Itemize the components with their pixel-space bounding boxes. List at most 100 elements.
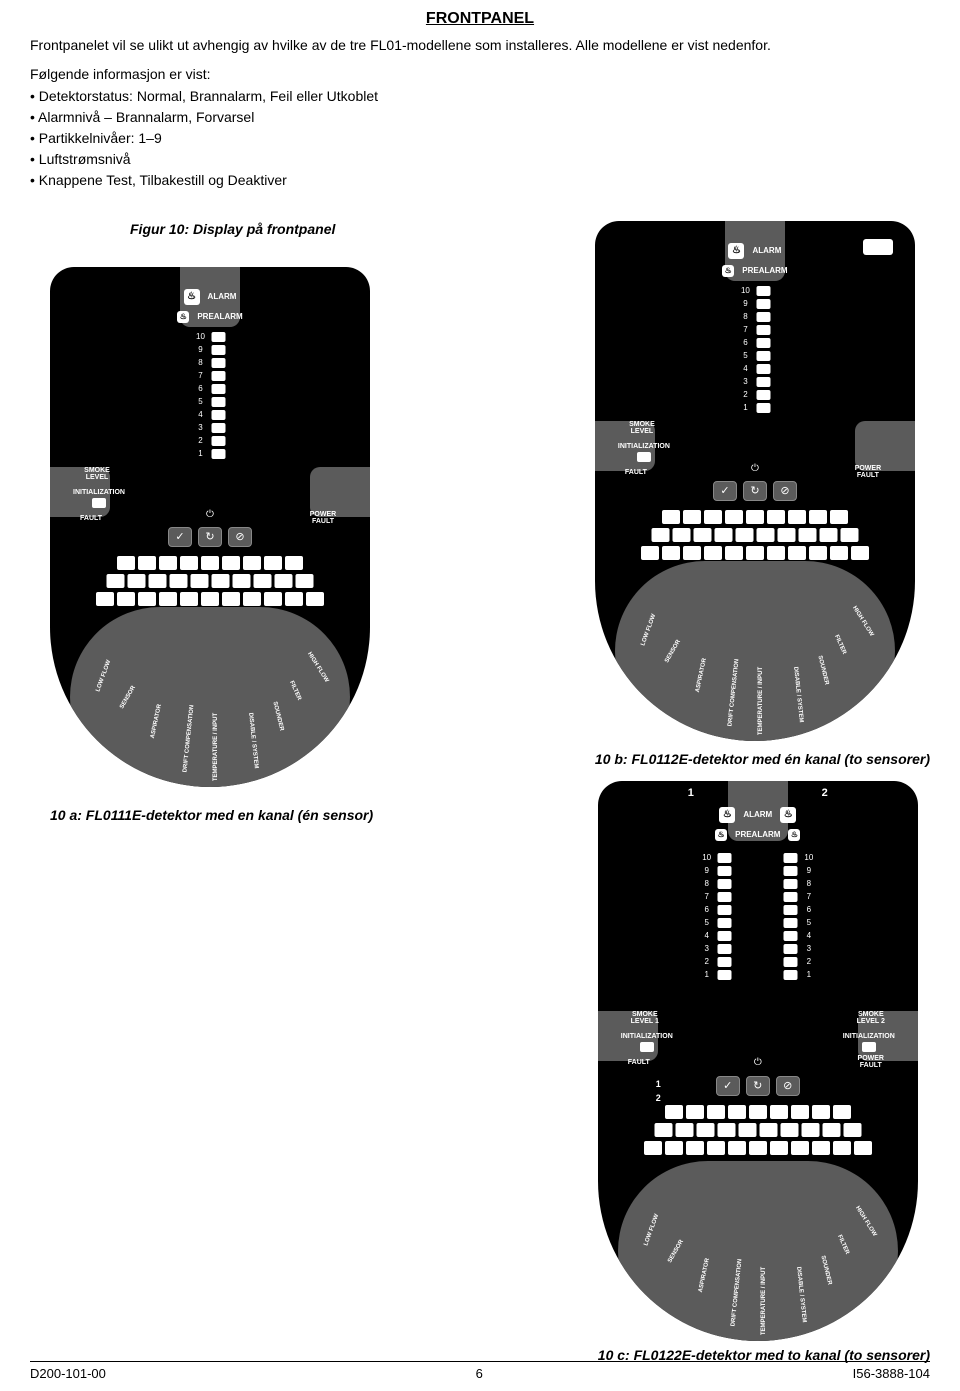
level-num: 10 — [701, 853, 713, 862]
level-led — [212, 371, 226, 381]
level-led — [212, 397, 226, 407]
level-num: 9 — [803, 866, 815, 875]
level-num: 3 — [803, 944, 815, 953]
level-led — [718, 853, 732, 863]
level-led — [784, 866, 798, 876]
prealarm-label: PREALARM — [197, 312, 242, 321]
level-num: 7 — [803, 892, 815, 901]
panel-b-wrap: ♨ALARM ♨PREALARM 10 9 8 7 6 5 4 3 2 1 SM… — [595, 221, 930, 767]
alarm-section: ♨ALARM ♨PREALARM — [670, 243, 840, 283]
level-led — [212, 332, 226, 342]
detector-panel-a: ♨ALARM ♨PREALARM 10 9 8 7 6 5 4 3 2 1 SM… — [50, 267, 370, 787]
power-icon: ⏻ — [751, 463, 759, 474]
level-num: 10 — [803, 853, 815, 862]
radial-filter: FILTER — [836, 1234, 850, 1255]
radial-labels: LOW FLOW SENSOR ASPIRATOR DRIFT COMPENSA… — [50, 617, 370, 777]
radial-high-flow: HIGH FLOW — [306, 651, 329, 683]
level-num: 1 — [701, 970, 713, 979]
smoke-level-label: SMOKE LEVEL — [72, 467, 122, 482]
level-num: 4 — [803, 931, 815, 940]
level-num: 3 — [739, 377, 751, 386]
bullet-item: Partikkelnivåer: 1–9 — [30, 128, 930, 149]
page-footer: D200-101-00 6 I56-3888-104 — [30, 1361, 930, 1381]
level-led — [212, 436, 226, 446]
level-num: 8 — [803, 879, 815, 888]
caption-c: 10 c: FL0122E-detektor med to kanal (to … — [598, 1347, 930, 1363]
level-num: 1 — [803, 970, 815, 979]
prealarm-led-1: ♨ — [715, 829, 727, 841]
initialization-label-1: INITIALIZATION — [612, 1033, 682, 1053]
radial-disable: DISABLE / SYSTEM — [247, 712, 259, 768]
radial-sounder: SOUNDER — [819, 1255, 832, 1286]
radial-sensor: SENSOR — [119, 685, 137, 710]
page-title: FRONTPANEL — [30, 10, 930, 28]
level-num: 2 — [701, 957, 713, 966]
smoke-level-2-label: SMOKE LEVEL 2 — [846, 1011, 896, 1026]
panel-a-wrap: ♨ALARM ♨PREALARM 10 9 8 7 6 5 4 3 2 1 SM… — [50, 267, 373, 823]
level-led — [784, 970, 798, 980]
level-num: 2 — [195, 436, 207, 445]
level-num: 6 — [739, 338, 751, 347]
intro-text: Frontpanelet vil se ulikt ut avhengig av… — [30, 36, 930, 56]
level-num: 8 — [739, 312, 751, 321]
fault-label: FAULT — [625, 469, 647, 477]
alarm-section: ♨ALARM♨ ♨PREALARM♨ — [673, 807, 843, 847]
figure-layout: Figur 10: Display på frontpanel ♨ALARM ♨… — [30, 221, 930, 1341]
radial-filter: FILTER — [288, 680, 302, 701]
level-num: 7 — [739, 325, 751, 334]
alarm-label: ALARM — [752, 246, 781, 255]
level-led — [212, 449, 226, 459]
radial-sensor: SENSOR — [667, 1239, 685, 1264]
fault-label: FAULT — [80, 515, 102, 523]
power-fault-label: POWER FAULT — [298, 511, 348, 526]
radial-disable: DISABLE / SYSTEM — [795, 1266, 807, 1322]
level-num: 9 — [195, 345, 207, 354]
level-led — [756, 325, 770, 335]
smoke-level-column: 10 9 8 7 6 5 4 3 2 1 — [739, 286, 770, 413]
radial-labels: LOW FLOW SENSOR ASPIRATOR DRIFT COMPENSA… — [595, 571, 915, 731]
level-led — [212, 358, 226, 368]
level-num: 1 — [739, 403, 751, 412]
bullet-item: Luftstrømsnivå — [30, 149, 930, 170]
level-num: 9 — [701, 866, 713, 875]
level-num: 8 — [195, 358, 207, 367]
level-led — [756, 312, 770, 322]
bullet-item: Alarmnivå – Brannalarm, Forvarsel — [30, 107, 930, 128]
level-num: 6 — [803, 905, 815, 914]
level-num: 4 — [195, 410, 207, 419]
side-panel-right — [310, 467, 370, 517]
panel-c-wrap: 1 2 ♨ALARM♨ ♨PREALARM♨ 10 9 8 7 6 5 4 3 … — [598, 781, 930, 1363]
radial-sounder: SOUNDER — [816, 655, 829, 686]
radial-low-flow: LOW FLOW — [95, 659, 112, 692]
level-num: 6 — [195, 384, 207, 393]
radial-disable: DISABLE / SYSTEM — [792, 666, 804, 722]
radial-low-flow: LOW FLOW — [643, 1213, 660, 1246]
radial-aspirator: ASPIRATOR — [695, 657, 708, 692]
alarm-led-2: ♨ — [780, 807, 796, 823]
level-led — [756, 390, 770, 400]
level-led — [756, 299, 770, 309]
level-num: 4 — [701, 931, 713, 940]
level-led — [784, 879, 798, 889]
info-heading: Følgende informasjon er vist: — [30, 66, 930, 82]
prealarm-led: ♨ — [722, 265, 734, 277]
level-num: 7 — [701, 892, 713, 901]
level-led — [784, 853, 798, 863]
alarm-label: ALARM — [743, 810, 772, 819]
level-num: 3 — [701, 944, 713, 953]
level-num: 5 — [701, 918, 713, 927]
footer-right: I56-3888-104 — [853, 1366, 930, 1381]
bullet-list: Detektorstatus: Normal, Brannalarm, Feil… — [30, 86, 930, 191]
prealarm-led-2: ♨ — [788, 829, 800, 841]
level-num: 8 — [701, 879, 713, 888]
alarm-led-1: ♨ — [719, 807, 735, 823]
level-num: 2 — [803, 957, 815, 966]
indicator-patch — [863, 239, 893, 255]
radial-sounder: SOUNDER — [271, 701, 284, 732]
level-led — [756, 338, 770, 348]
level-num: 6 — [701, 905, 713, 914]
radial-sensor: SENSOR — [664, 639, 682, 664]
prealarm-label: PREALARM — [735, 830, 780, 839]
level-num: 5 — [195, 397, 207, 406]
alarm-section: ♨ALARM ♨PREALARM — [125, 289, 295, 329]
